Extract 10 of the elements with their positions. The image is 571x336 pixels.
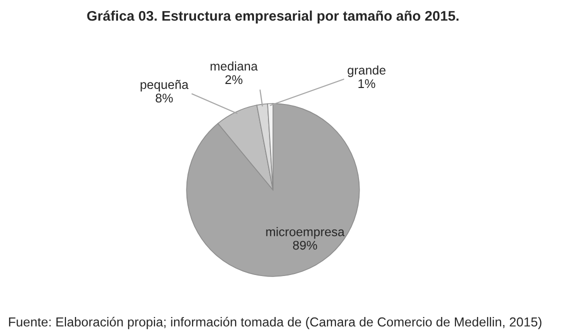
slice-label: grande bbox=[348, 65, 386, 78]
data-label: 89% bbox=[293, 240, 318, 250]
source-note: Fuente: Elaboración propia; información tomada de (Camara de Comercio de Medellin, 2015) bbox=[9, 316, 542, 330]
slice-label: microempresa bbox=[266, 227, 345, 239]
slice-label: mediana bbox=[210, 61, 258, 71]
data-label: 2% bbox=[225, 75, 242, 84]
data-label: 1% bbox=[358, 79, 376, 88]
chart-title: Gráfica 03. Estructura empresarial por tamaño año 2015. bbox=[87, 10, 458, 24]
slice-label: pequeña bbox=[140, 80, 189, 92]
data-label: 8% bbox=[156, 94, 173, 102]
